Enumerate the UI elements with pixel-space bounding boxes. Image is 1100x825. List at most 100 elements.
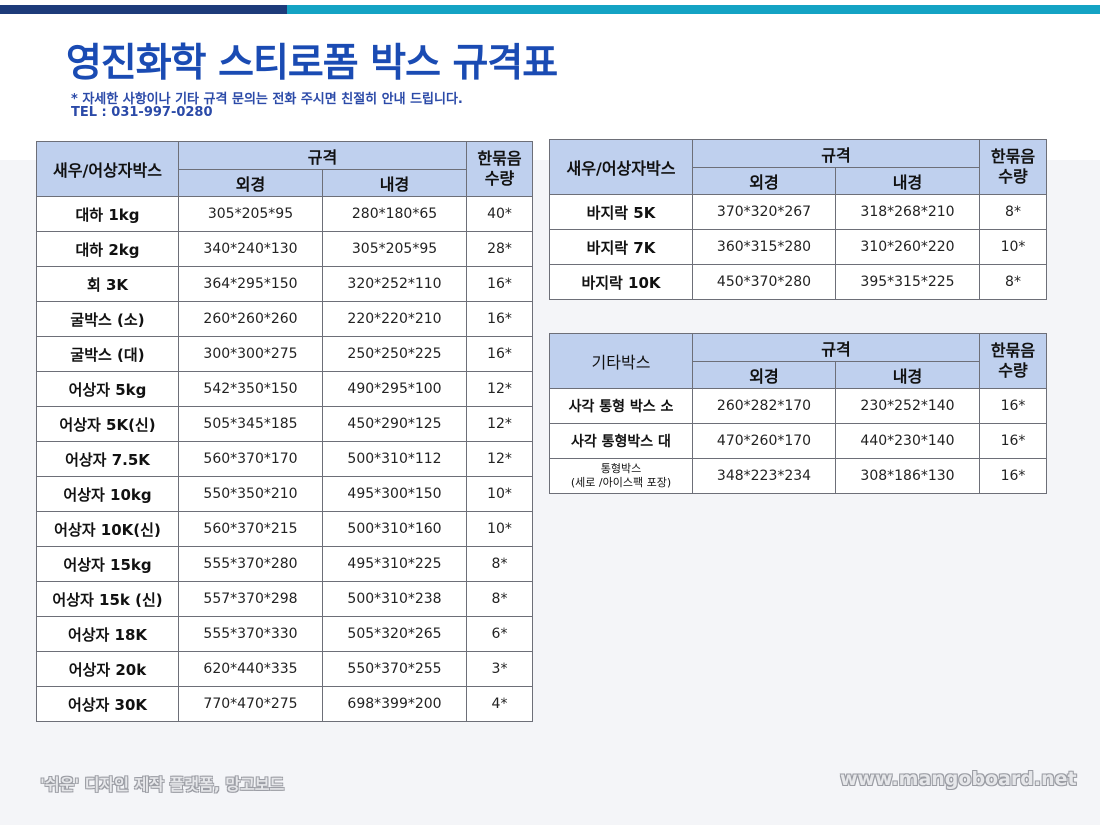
row-name: 어상자 15kg xyxy=(36,546,179,582)
row-outer: 770*470*275 xyxy=(178,686,323,722)
table-row: 어상자 5K(신) 505*345*185 450*290*125 12* xyxy=(36,406,534,442)
row-qty: 16* xyxy=(466,266,534,302)
row-inner: 495*300*150 xyxy=(321,476,468,512)
col-header-outer: 외경 xyxy=(178,169,323,197)
watermark-url: www.mangoboard.net xyxy=(840,768,1077,790)
row-inner: 450*290*125 xyxy=(321,406,468,442)
row-inner: 505*320*265 xyxy=(321,616,468,652)
row-name: 어상자 10K(신) xyxy=(36,511,179,547)
spec-table-shrimp-fish: 새우/어상자박스 규격 한묶음 수량 외경 내경 대하 1kg 305*205*9… xyxy=(36,141,534,722)
row-name: 어상자 18K xyxy=(36,616,179,652)
page-title: 영진화학 스티로폼 박스 규격표 xyxy=(66,41,558,86)
row-name: 어상자 30K xyxy=(36,686,179,722)
row-name: 어상자 7.5K xyxy=(36,441,179,477)
row-outer: 470*260*170 xyxy=(692,423,836,459)
row-name: 어상자 5K(신) xyxy=(36,406,179,442)
table-row: 사각 통형 박스 소 260*282*170 230*252*140 16* xyxy=(549,388,1048,424)
row-outer: 340*240*130 xyxy=(178,231,323,267)
qty-label-1: 한묶음 xyxy=(990,147,1036,166)
row-qty: 12* xyxy=(466,406,534,442)
row-name: 굴박스 (소) xyxy=(36,301,179,337)
watermark-left: '쉬운' 디자인 제작 플랫폼, 망고보드 xyxy=(40,775,285,794)
row-qty: 8* xyxy=(466,546,534,582)
row-outer: 300*300*275 xyxy=(178,336,323,372)
qty-label-1: 한묶음 xyxy=(990,341,1036,360)
row-name: 바지락 10K xyxy=(549,264,693,300)
row-qty: 6* xyxy=(466,616,534,652)
row-outer: 450*370*280 xyxy=(692,264,836,300)
col-header-name: 새우/어상자박스 xyxy=(549,139,693,195)
table-row: 어상자 10kg 550*350*210 495*300*150 10* xyxy=(36,476,534,512)
top-accent-bar xyxy=(0,5,1100,14)
row-outer: 555*370*330 xyxy=(178,616,323,652)
top-bar-light-segment xyxy=(287,5,1100,14)
row-qty: 4* xyxy=(466,686,534,722)
table-row: 어상자 20k 620*440*335 550*370*255 3* xyxy=(36,651,534,687)
page-subtitle: * 자세한 사항이나 기타 규격 문의는 전화 주시면 친절히 안내 드립니다. xyxy=(71,92,463,107)
row-inner: 495*310*225 xyxy=(321,546,468,582)
row-inner: 305*205*95 xyxy=(321,231,468,267)
col-header-qty: 한묶음 수량 xyxy=(979,139,1048,195)
row-inner: 310*260*220 xyxy=(834,229,981,265)
top-bar-dark-segment xyxy=(0,5,287,14)
table-row: 굴박스 (대) 300*300*275 250*250*225 16* xyxy=(36,336,534,372)
row-name: 사각 통형 박스 소 xyxy=(549,388,693,424)
row-outer: 370*320*267 xyxy=(692,194,836,230)
row-inner: 230*252*140 xyxy=(834,388,981,424)
row-outer: 542*350*150 xyxy=(178,371,323,407)
spec-table-other: 기타박스 규격 한묶음 수량 외경 내경 사각 통형 박스 소 260*282*1… xyxy=(549,333,1048,494)
row-name: 어상자 10kg xyxy=(36,476,179,512)
row-qty: 8* xyxy=(979,194,1048,230)
row-inner: 395*315*225 xyxy=(834,264,981,300)
row-name: 굴박스 (대) xyxy=(36,336,179,372)
row-name: 대하 2kg xyxy=(36,231,179,267)
row-name: 사각 통형박스 대 xyxy=(549,423,693,459)
col-header-qty: 한묶음 수량 xyxy=(979,333,1048,389)
qty-label-2: 수량 xyxy=(998,361,1028,380)
row-name-line-2: (세로 /아이스팩 포장) xyxy=(570,476,672,489)
row-inner: 550*370*255 xyxy=(321,651,468,687)
row-qty: 16* xyxy=(979,423,1048,459)
table-row: 바지락 10K 450*370*280 395*315*225 8* xyxy=(549,264,1048,300)
row-inner: 500*310*160 xyxy=(321,511,468,547)
row-name: 바지락 7K xyxy=(549,229,693,265)
row-name-line-1: 통형박스 xyxy=(600,462,642,475)
qty-label-2: 수량 xyxy=(998,167,1028,186)
row-outer: 260*260*260 xyxy=(178,301,323,337)
row-name: 바지락 5K xyxy=(549,194,693,230)
row-inner: 250*250*225 xyxy=(321,336,468,372)
table-row: 회 3K 364*295*150 320*252*110 16* xyxy=(36,266,534,302)
row-inner: 698*399*200 xyxy=(321,686,468,722)
table-row: 어상자 10K(신) 560*370*215 500*310*160 10* xyxy=(36,511,534,547)
row-outer: 557*370*298 xyxy=(178,581,323,617)
row-outer: 550*350*210 xyxy=(178,476,323,512)
col-header-outer: 외경 xyxy=(692,361,836,389)
row-name: 통형박스 (세로 /아이스팩 포장) xyxy=(549,458,693,494)
col-header-inner: 내경 xyxy=(834,167,981,195)
row-inner: 308*186*130 xyxy=(834,458,981,494)
row-inner: 220*220*210 xyxy=(321,301,468,337)
row-qty: 3* xyxy=(466,651,534,687)
qty-label-2: 수량 xyxy=(484,169,515,188)
row-outer: 555*370*280 xyxy=(178,546,323,582)
row-outer: 360*315*280 xyxy=(692,229,836,265)
row-outer: 348*223*234 xyxy=(692,458,836,494)
col-header-name: 기타박스 xyxy=(549,333,693,389)
row-outer: 560*370*215 xyxy=(178,511,323,547)
qty-label-1: 한묶음 xyxy=(477,149,522,168)
col-header-name: 새우/어상자박스 xyxy=(36,141,179,197)
row-qty: 8* xyxy=(466,581,534,617)
table-row: 바지락 5K 370*320*267 318*268*210 8* xyxy=(549,194,1048,230)
table-row: 어상자 5kg 542*350*150 490*295*100 12* xyxy=(36,371,534,407)
table-row: 바지락 7K 360*315*280 310*260*220 10* xyxy=(549,229,1048,265)
table-row: 굴박스 (소) 260*260*260 220*220*210 16* xyxy=(36,301,534,337)
spec-table-clam: 새우/어상자박스 규격 한묶음 수량 외경 내경 바지락 5K 370*320*2… xyxy=(549,139,1048,300)
row-qty: 16* xyxy=(466,336,534,372)
table-row: 어상자 18K 555*370*330 505*320*265 6* xyxy=(36,616,534,652)
telephone-line: TEL : 031-997-0280 xyxy=(71,105,213,120)
row-outer: 364*295*150 xyxy=(178,266,323,302)
row-qty: 12* xyxy=(466,371,534,407)
row-outer: 620*440*335 xyxy=(178,651,323,687)
table-row: 어상자 30K 770*470*275 698*399*200 4* xyxy=(36,686,534,722)
table-row: 어상자 15k (신) 557*370*298 500*310*238 8* xyxy=(36,581,534,617)
